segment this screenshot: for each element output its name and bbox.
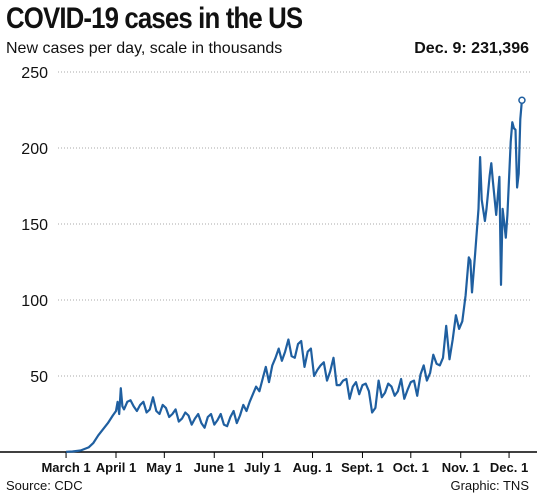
graphic-credit: Graphic: TNS (450, 478, 529, 493)
y-tick-label: 100 (21, 293, 48, 310)
y-axis-ticks: 50 100 150 200 250 (21, 65, 48, 386)
x-tick-label: March 1 (41, 460, 90, 475)
source-note: Source: CDC (6, 478, 83, 493)
x-tick-label: May 1 (146, 460, 182, 475)
x-tick-label: June 1 (194, 460, 235, 475)
x-tick-label: Aug. 1 (293, 460, 333, 475)
y-tick-label: 50 (30, 369, 48, 386)
y-tick-label: 200 (21, 141, 48, 158)
x-tick-label: Nov. 1 (442, 460, 480, 475)
x-tick-label: April 1 (96, 460, 136, 475)
series-line-0 (66, 100, 523, 453)
y-tick-label: 250 (21, 65, 48, 82)
x-tick-label: Sept. 1 (341, 460, 384, 475)
latest-point-marker (518, 96, 526, 105)
x-tick-label: Oct. 1 (393, 460, 429, 475)
gridlines (58, 71, 530, 377)
x-axis-ticks: March 1 April 1 May 1 June 1 July 1 Aug. 1 Sep… (41, 452, 528, 475)
latest-value-annotation: Dec. 9: 231,396 (414, 40, 529, 57)
y-tick-label: 150 (21, 217, 48, 234)
series-group (66, 96, 526, 453)
chart-subtitle: New cases per day, scale in thousands (6, 40, 283, 57)
x-tick-label: Dec. 1 (490, 460, 528, 475)
x-tick-label: July 1 (244, 460, 281, 475)
chart-title: COVID-19 cases in the US (6, 2, 303, 35)
